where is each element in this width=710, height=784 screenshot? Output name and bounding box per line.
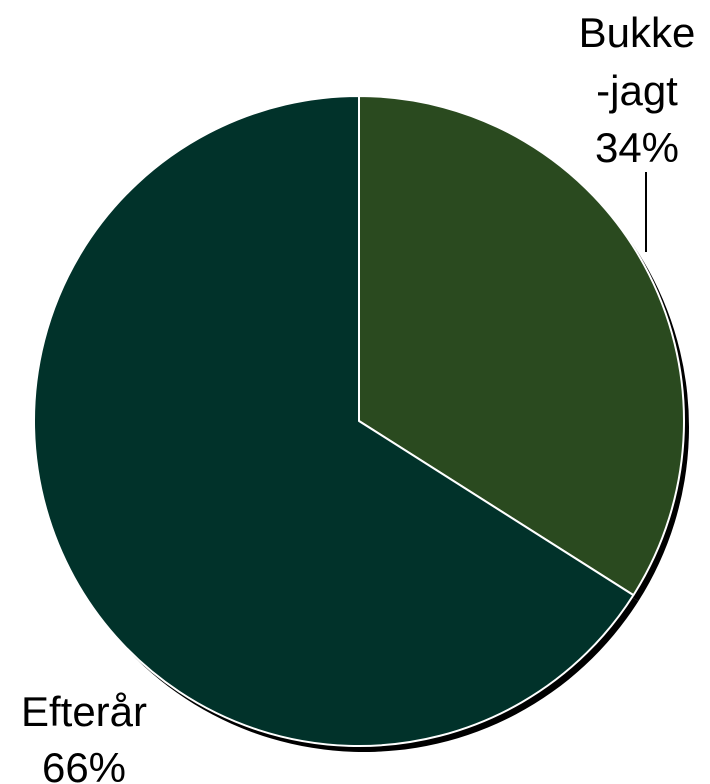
pie-slice-efter-r	[33, 95, 635, 747]
slice-value-bukke: 34%	[595, 124, 679, 171]
slice-label-bukke-line1: Bukke	[579, 9, 696, 56]
slice-value-efterar: 66%	[42, 744, 126, 784]
slice-label-efterar: Efterår	[21, 688, 147, 735]
slice-label-bukke-line2: -jagt	[596, 67, 678, 114]
pie-slice-bukke-jagt	[358, 95, 685, 597]
pie-slices	[33, 95, 685, 747]
